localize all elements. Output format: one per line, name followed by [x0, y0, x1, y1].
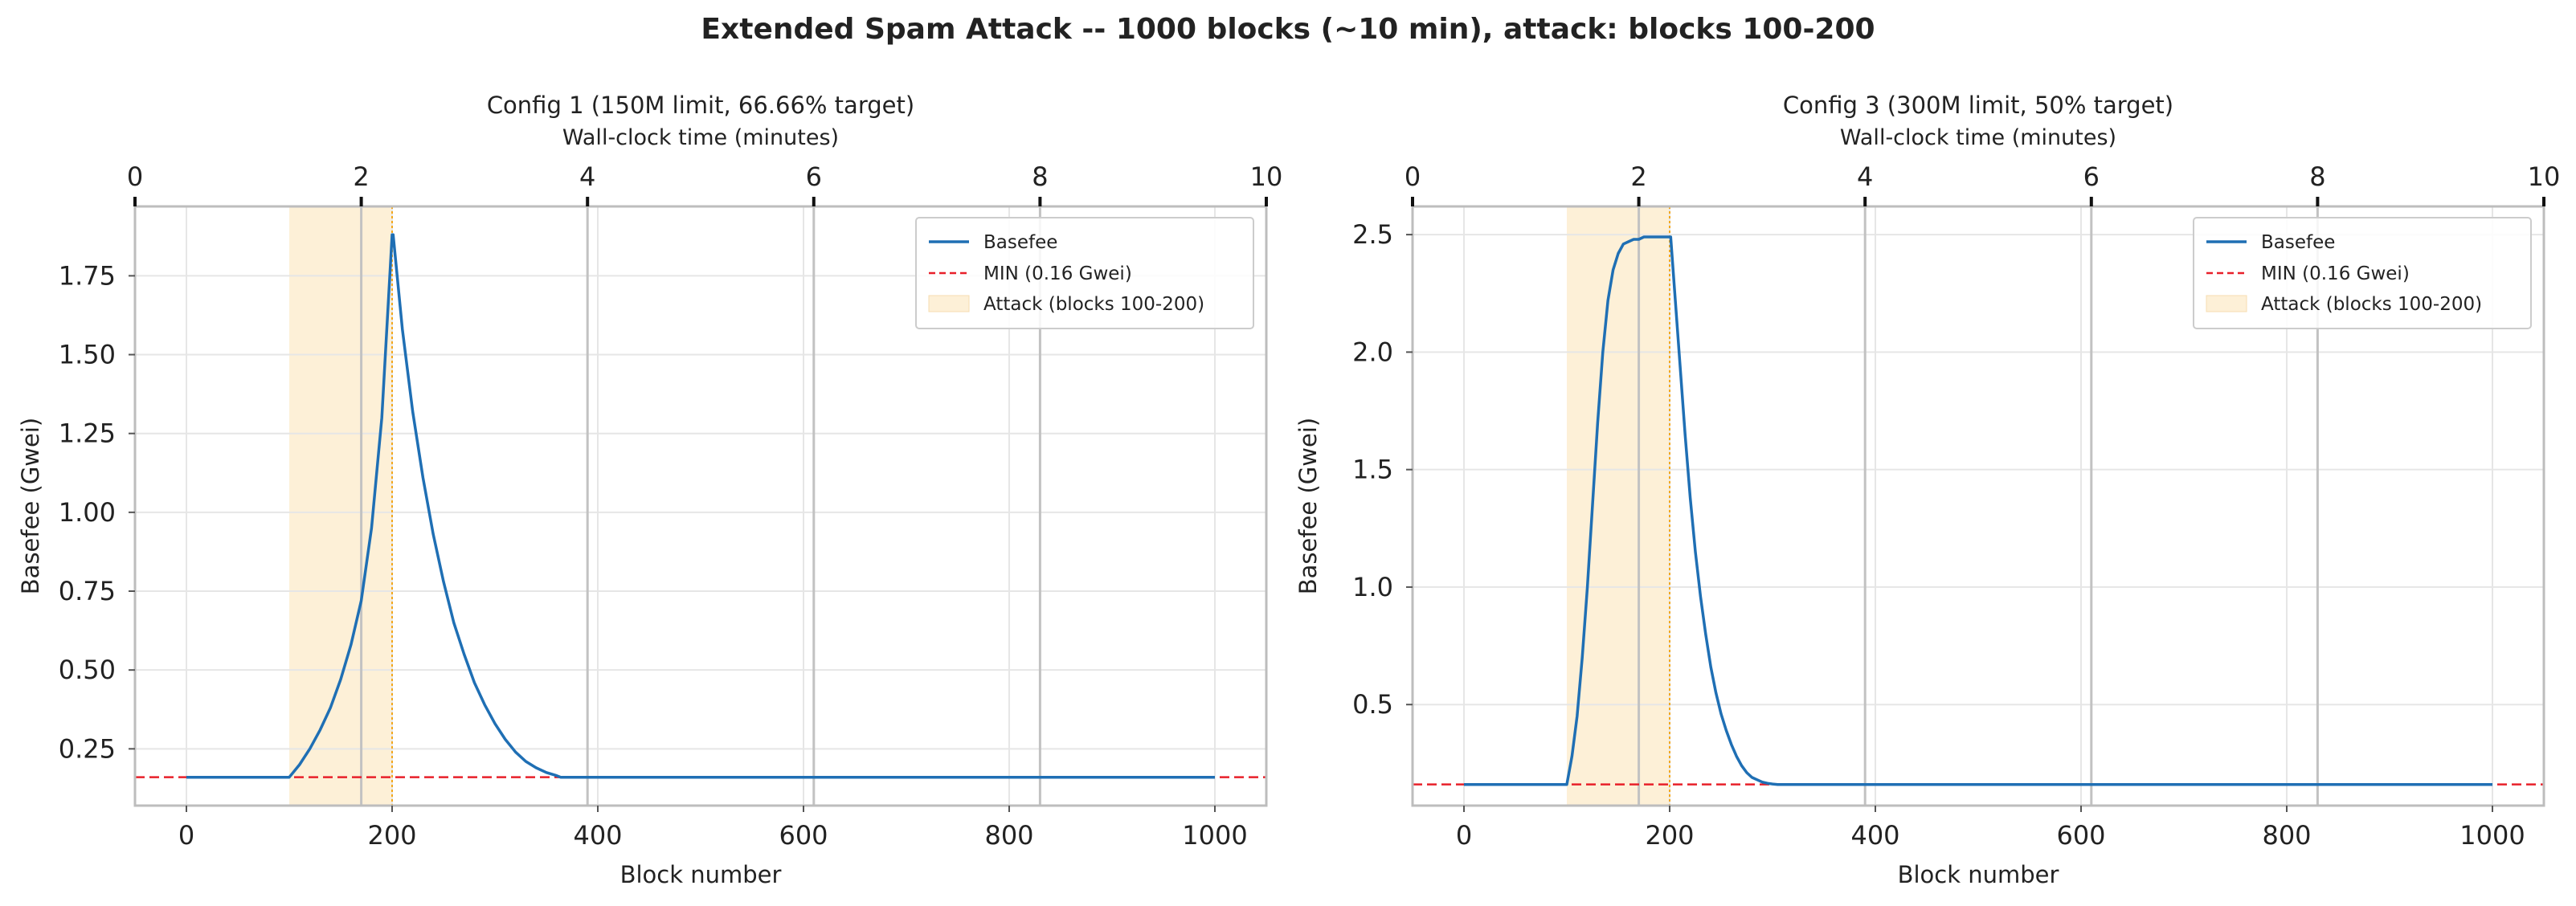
- figure-title: Extended Spam Attack -- 1000 blocks (~10…: [701, 13, 1875, 46]
- attack-span: [289, 206, 392, 806]
- x-tick-label: 200: [367, 820, 416, 851]
- y-tick-label: 1.0: [1352, 572, 1393, 602]
- y-tick-label: 0.25: [59, 733, 116, 764]
- x-tick-label: 1000: [2459, 820, 2525, 851]
- top-x-tick-label: 6: [2083, 161, 2100, 192]
- x-tick-label: 600: [779, 820, 828, 851]
- chart-title: Config 1 (150M limit, 66.66% target): [487, 92, 914, 119]
- legend-box: [915, 217, 1254, 329]
- x-tick-label: 0: [1456, 820, 1472, 851]
- x-axis-label: Block number: [620, 861, 782, 888]
- legend-swatch-attack: [928, 295, 970, 312]
- legend-label: Attack (blocks 100-200): [983, 294, 1204, 315]
- top-x-tick-label: 4: [579, 161, 595, 192]
- top-x-axis-label: Wall-clock time (minutes): [562, 125, 839, 150]
- top-x-tick-label: 4: [1857, 161, 1873, 192]
- x-tick-label: 400: [573, 820, 622, 851]
- legend: Basefee MIN (0.16 Gwei) Attack (blocks 100…: [2193, 217, 2532, 329]
- legend: Basefee MIN (0.16 Gwei) Attack (blocks 100…: [915, 217, 1254, 329]
- top-x-tick-label: 0: [127, 161, 143, 192]
- x-tick-label: 600: [2056, 820, 2105, 851]
- y-tick-label: 2.5: [1352, 219, 1393, 250]
- x-tick-label: 200: [1645, 820, 1694, 851]
- y-tick-label: 0.5: [1352, 689, 1393, 720]
- legend-label: Basefee: [2261, 232, 2335, 253]
- x-tick-label: 800: [2262, 820, 2311, 851]
- legend-label: Attack (blocks 100-200): [2261, 294, 2482, 315]
- y-tick-label: 1.75: [59, 260, 116, 291]
- top-x-tick-label: 2: [1630, 161, 1646, 192]
- top-x-tick-label: 8: [2309, 161, 2325, 192]
- y-tick-label: 1.50: [59, 340, 116, 370]
- y-tick-label: 1.25: [59, 418, 116, 449]
- top-x-tick-label: 2: [353, 161, 369, 192]
- legend-label: MIN (0.16 Gwei): [2261, 263, 2410, 284]
- basefee-series-line: [1464, 235, 2492, 786]
- legend-swatch-attack: [2206, 295, 2247, 312]
- top-x-tick-label: 8: [1032, 161, 1048, 192]
- legend-label: MIN (0.16 Gwei): [983, 263, 1132, 284]
- chart-title: Config 3 (300M limit, 50% target): [1783, 92, 2173, 119]
- x-tick-label: 0: [178, 820, 194, 851]
- y-tick-label: 0.75: [59, 576, 116, 606]
- chart-panel-config-3: 0 200 400 600 800 1000 0.5 1.0 1.5 2.0 2.5 0 2 4 6 8 10 B…: [1294, 92, 2560, 888]
- top-x-tick-label: 0: [1405, 161, 1421, 192]
- basefee-series-line: [186, 233, 1215, 779]
- y-tick-label: 1.00: [59, 497, 116, 528]
- y-tick-label: 2.0: [1352, 337, 1393, 367]
- top-x-tick-label: 10: [2528, 161, 2561, 192]
- plot-frame: [1411, 205, 2545, 807]
- top-x-tick-label: 10: [1250, 161, 1283, 192]
- x-axis-label: Block number: [1898, 861, 2059, 888]
- attack-span: [1567, 206, 1670, 806]
- legend-box: [2193, 217, 2532, 329]
- top-x-axis-label: Wall-clock time (minutes): [1840, 125, 2116, 150]
- y-tick-label: 0.50: [59, 655, 116, 685]
- x-tick-label: 1000: [1182, 820, 1247, 851]
- y-axis-label: Basefee (Gwei): [17, 418, 44, 594]
- x-tick-label: 800: [984, 820, 1033, 851]
- y-axis-label: Basefee (Gwei): [1294, 418, 1322, 594]
- x-tick-label: 400: [1850, 820, 1899, 851]
- chart-panel-config-1: 0 200 400 600 800 1000 0.25 0.50 0.75 1.00 1.25 1.5…: [17, 92, 1282, 888]
- top-x-tick-label: 6: [806, 161, 822, 192]
- legend-label: Basefee: [983, 232, 1057, 253]
- y-tick-label: 1.5: [1352, 455, 1393, 485]
- plot-frame: [133, 205, 1268, 807]
